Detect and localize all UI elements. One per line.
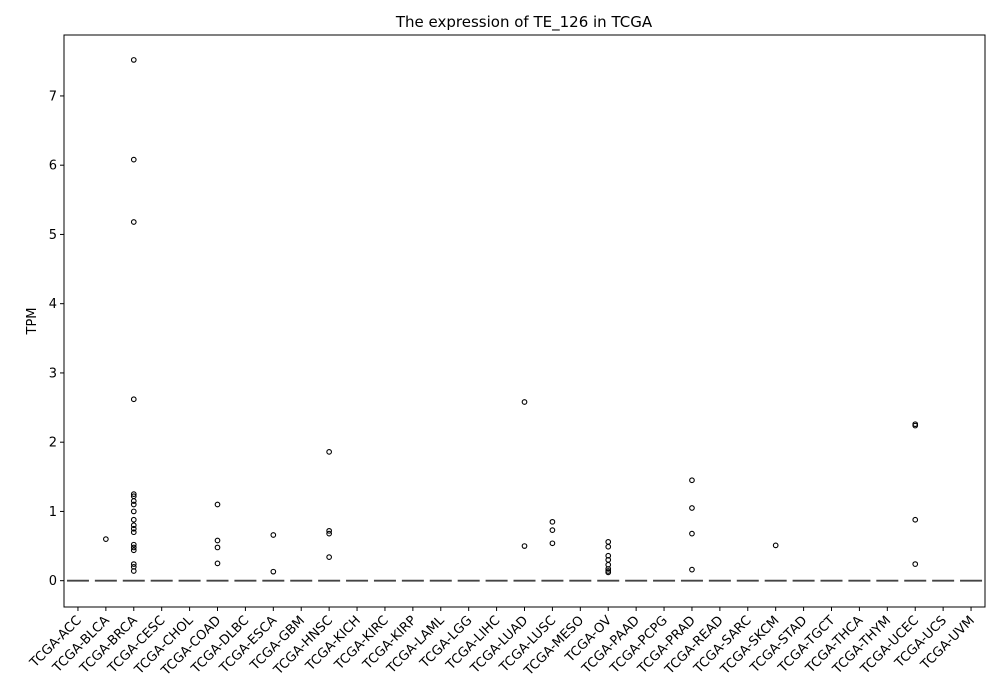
outlier-point bbox=[689, 505, 695, 511]
outlier-point bbox=[326, 449, 332, 455]
y-tick-label: 1 bbox=[49, 505, 57, 520]
outlier-point bbox=[130, 522, 137, 529]
outlier-point bbox=[605, 566, 612, 572]
y-tick-label: 7 bbox=[49, 89, 57, 104]
y-tick-label: 5 bbox=[49, 228, 57, 243]
outlier-point bbox=[130, 219, 137, 225]
outlier-point bbox=[214, 537, 221, 544]
outlier-point bbox=[912, 422, 919, 429]
outlier-point bbox=[689, 477, 695, 484]
outlier-point bbox=[130, 498, 137, 504]
outlier-point bbox=[130, 57, 137, 63]
outlier-point bbox=[689, 530, 695, 537]
outlier-point bbox=[772, 542, 779, 549]
outlier-point bbox=[549, 540, 556, 547]
y-axis-label: TPM bbox=[25, 308, 40, 336]
outlier-point bbox=[130, 541, 137, 548]
outlier-point bbox=[326, 527, 332, 534]
outlier-point bbox=[605, 543, 612, 550]
outlier-point bbox=[326, 530, 332, 537]
outlier-point bbox=[912, 561, 919, 567]
outlier-point bbox=[689, 566, 695, 573]
outlier-point bbox=[130, 491, 137, 497]
outlier-point bbox=[549, 518, 556, 525]
outlier-point bbox=[130, 529, 137, 536]
outlier-point bbox=[130, 525, 137, 532]
outlier-point bbox=[605, 569, 612, 576]
outlier-point bbox=[270, 568, 277, 575]
outlier-point bbox=[103, 536, 109, 542]
outlier-point bbox=[214, 544, 221, 551]
outlier-point bbox=[912, 516, 919, 523]
outlier-point bbox=[130, 544, 137, 551]
outlier-point bbox=[130, 396, 137, 403]
chart-title: The expression of TE_126 in TCGA bbox=[395, 13, 653, 32]
outlier-point bbox=[130, 547, 137, 554]
y-tick-label: 6 bbox=[49, 159, 57, 174]
plot-area: 01234567TCGA-ACCTCGA-BLCATCGA-BRCATCGA-C… bbox=[27, 57, 983, 679]
outlier-point bbox=[214, 560, 221, 567]
outlier-point bbox=[214, 501, 221, 508]
outlier-point bbox=[130, 568, 137, 574]
y-tick-label: 4 bbox=[49, 297, 57, 312]
y-tick-label: 2 bbox=[49, 436, 57, 451]
outlier-point bbox=[130, 508, 137, 515]
outlier-point bbox=[605, 539, 612, 545]
outlier-point bbox=[130, 501, 137, 508]
outlier-point bbox=[130, 516, 137, 523]
outlier-point bbox=[270, 532, 277, 538]
y-tick-label: 0 bbox=[49, 574, 57, 589]
outlier-point bbox=[549, 527, 556, 533]
outlier-point bbox=[326, 554, 332, 560]
y-tick-label: 3 bbox=[49, 366, 57, 381]
outlier-point bbox=[521, 543, 528, 549]
outlier-point bbox=[521, 399, 528, 405]
plot-frame bbox=[63, 34, 986, 608]
outlier-point bbox=[130, 561, 137, 567]
outlier-point bbox=[130, 156, 137, 163]
